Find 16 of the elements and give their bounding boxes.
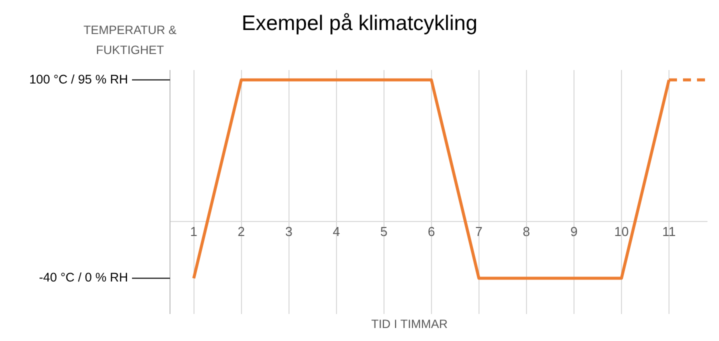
x-tick-label: 3	[285, 224, 292, 239]
x-tick-label: 1	[190, 224, 198, 239]
x-tick-label: 10	[614, 224, 629, 239]
y-axis-title: TEMPERATUR & FUKTIGHET	[82, 22, 178, 59]
chart-title: Exempel på klimatcykling	[242, 12, 478, 35]
ref-line-label: -40 °C / 0 % RH	[38, 270, 128, 285]
x-axis-title: TID I TIMMAR	[370, 317, 449, 331]
x-tick-label: 2	[238, 224, 245, 239]
x-tick-label: 7	[475, 224, 483, 239]
ref-line-label: 100 °C / 95 % RH	[29, 72, 128, 86]
x-tick-label: 9	[570, 224, 578, 239]
x-tick-label: 8	[522, 224, 530, 239]
x-tick-label: 6	[428, 224, 435, 239]
x-tick-label: 4	[332, 224, 340, 239]
x-tick-label: 5	[380, 224, 388, 239]
x-tick-label: 11	[662, 224, 676, 239]
